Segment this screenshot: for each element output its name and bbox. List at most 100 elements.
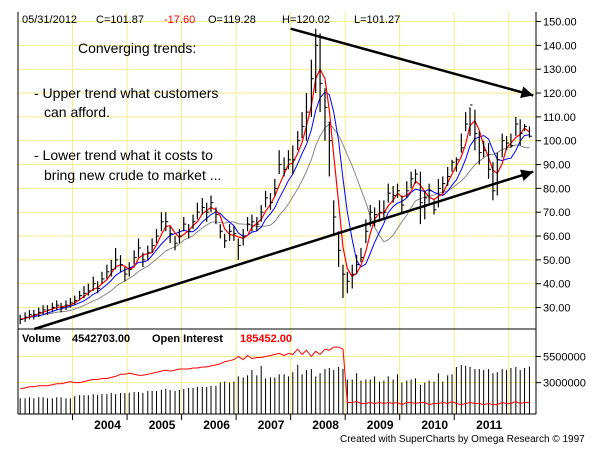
price-bar xyxy=(147,245,151,260)
price-bar xyxy=(356,255,360,275)
header-change: -17.60 xyxy=(164,14,195,26)
price-bar xyxy=(451,159,455,172)
year-tick-label: 2006 xyxy=(203,418,230,432)
price-tick-label: 150.00 xyxy=(543,17,577,29)
price-tick-label: 120.00 xyxy=(543,88,577,100)
price-bar xyxy=(219,224,223,239)
price-bar xyxy=(505,135,510,151)
price-bar xyxy=(178,228,182,244)
price-bar xyxy=(33,309,37,320)
header-high: H=120.02 xyxy=(282,14,330,26)
price-bar xyxy=(315,28,319,94)
price-bar xyxy=(38,307,42,318)
price-tick-label: 130.00 xyxy=(543,64,577,76)
price-bar xyxy=(274,178,278,196)
header-low: L=101.27 xyxy=(354,14,400,26)
price-bar xyxy=(447,166,451,186)
volume-tick-label: 5500000 xyxy=(543,352,586,364)
annotation-line1b: can afford. xyxy=(44,104,110,120)
volume-label: Volume xyxy=(22,333,61,345)
price-bar xyxy=(210,195,214,213)
price-bar xyxy=(528,126,532,138)
price-bar xyxy=(246,216,251,232)
open-interest-label: Open Interest xyxy=(152,333,223,345)
trend-lines xyxy=(33,27,534,331)
price-bars xyxy=(19,28,532,325)
price-bar xyxy=(428,183,432,203)
price-bar xyxy=(65,300,69,310)
price-bar xyxy=(87,283,91,296)
price-bar xyxy=(419,171,423,225)
price-bar xyxy=(523,124,528,132)
price-bar xyxy=(310,59,314,117)
volume-axis: 5500000 3000000 xyxy=(536,352,586,390)
price-tick-label: 140.00 xyxy=(543,40,577,52)
price-bar xyxy=(442,176,446,194)
price-bar xyxy=(360,247,364,263)
price-bar xyxy=(101,271,105,284)
price-bar xyxy=(383,200,387,220)
price-bar xyxy=(396,183,401,198)
ma-medium-line xyxy=(20,91,530,320)
price-bar xyxy=(237,238,241,260)
price-bar xyxy=(297,131,301,151)
price-bar xyxy=(128,262,132,277)
year-tick-label: 2011 xyxy=(476,418,502,432)
year-tick-label: 2009 xyxy=(367,418,394,432)
price-bar xyxy=(242,228,246,246)
price-bar xyxy=(142,252,146,268)
price-bar xyxy=(224,233,228,248)
header-close: C=101.87 xyxy=(96,14,144,26)
price-bar xyxy=(319,33,323,113)
price-bar xyxy=(510,133,514,148)
header-date: 05/31/2012 xyxy=(22,14,77,26)
year-tick-label: 2008 xyxy=(312,418,339,432)
price-tick-label: 50.00 xyxy=(543,255,571,267)
price-bar xyxy=(196,202,200,220)
price-bar xyxy=(487,143,492,179)
annotation-line1a: - Upper trend what customers xyxy=(34,85,218,101)
price-bar xyxy=(115,247,119,270)
price-bar xyxy=(137,238,142,258)
price-bar xyxy=(124,267,128,282)
year-tick-label: 2010 xyxy=(421,418,448,432)
price-bar xyxy=(324,88,328,141)
price-bar xyxy=(206,202,210,222)
price-bar xyxy=(401,195,405,213)
price-bar xyxy=(51,302,55,313)
price-tick-label: 80.00 xyxy=(543,183,571,195)
price-bar xyxy=(515,116,519,136)
upper-trend-line xyxy=(290,27,534,97)
price-bar xyxy=(264,190,269,208)
price-bar xyxy=(378,200,383,222)
price-bar xyxy=(155,228,159,244)
ma-long-line xyxy=(20,123,530,320)
header-open: O=119.28 xyxy=(208,14,256,26)
price-bar xyxy=(474,109,478,151)
annotation-line2a: - Lower trend what it costs to xyxy=(34,147,213,163)
lower-trend-line xyxy=(33,170,534,331)
price-bar xyxy=(228,224,233,241)
price-bar xyxy=(287,150,291,170)
price-bar xyxy=(251,214,255,232)
price-bar xyxy=(97,281,101,294)
price-tick-label: 70.00 xyxy=(543,207,571,219)
price-bar xyxy=(346,271,350,294)
price-bar xyxy=(283,157,287,177)
price-bar xyxy=(301,112,305,139)
trend-arrow-head xyxy=(520,169,534,182)
time-axis: 2004 2005 2006 2007 2008 2009 2010 2011 xyxy=(72,414,503,432)
footer-credit: Created with SuperCharts by Omega Resear… xyxy=(340,434,585,445)
price-bar xyxy=(338,231,342,268)
price-bar xyxy=(483,140,487,158)
price-bar xyxy=(455,157,459,172)
price-bar xyxy=(269,193,273,210)
price-bar xyxy=(133,250,137,265)
price-bar xyxy=(60,302,64,313)
price-bar xyxy=(278,150,282,175)
price-bar xyxy=(478,131,482,165)
price-bar xyxy=(387,183,391,203)
price-bar xyxy=(19,314,23,325)
price-bar xyxy=(188,224,192,239)
